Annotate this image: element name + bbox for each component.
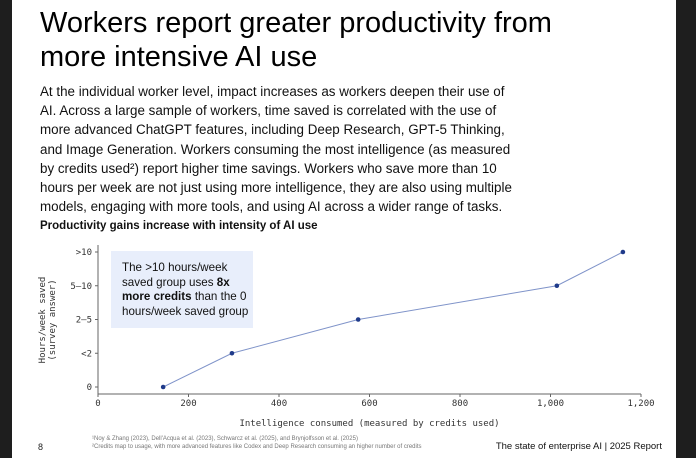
annotation-text: than the 0 hours/week saved group [122,290,249,318]
x-tick-label: 1,200 [627,399,654,409]
y-tick-label: >10 [76,248,92,258]
y-tick-label: 2–5 [76,316,92,326]
x-tick-label: 0 [95,399,100,409]
x-tick-label: 1,000 [537,399,564,409]
x-tick-label: 200 [180,399,196,409]
data-point [355,317,361,322]
footnote: ¹Noy & Zhang (2023), Dell'Acqua et al. (… [92,436,358,442]
data-point [554,283,560,289]
y-axis-label: Hours/week saved [38,277,48,364]
footnotes: ¹Noy & Zhang (2023), Dell'Acqua et al. (… [92,436,422,451]
data-point [160,384,166,390]
x-tick-label: 800 [452,399,468,409]
page-number: 8 [38,442,44,452]
x-tick-label: 400 [271,399,287,409]
data-point [229,350,235,356]
annotation-bold: 8x more credits [122,275,230,304]
annotation-text: The >10 hours/week saved group uses [122,261,228,289]
x-axis-label: Intelligence consumed (measured by credi… [239,419,499,429]
footnote: ²Credits map to usage, with more advance… [92,443,422,450]
report-brand: The state of enterprise AI | 2025 Report [495,441,662,452]
report-page: Workers report greater productivity from… [12,0,676,458]
line-chart: 0 200 400 600 800 1,000 1,200 0 <2 2–5 5–10 >10 Inte… [38,245,655,429]
y-tick-label: 0 [87,383,92,393]
page-title: Workers report greater productivity from… [40,7,552,73]
chart-title: Productivity gains increase with intensi… [40,220,318,232]
y-tick-label: 5–10 [70,282,92,292]
x-tick-label: 600 [361,399,377,409]
y-tick-label: <2 [81,349,92,359]
body-paragraph: At the individual worker level, impact i… [40,84,512,215]
data-point [620,249,626,255]
y-axis-label-sub: (survey answer) [48,279,58,360]
chart-annotation: The >10 hours/week saved group uses 8x m… [111,251,253,328]
